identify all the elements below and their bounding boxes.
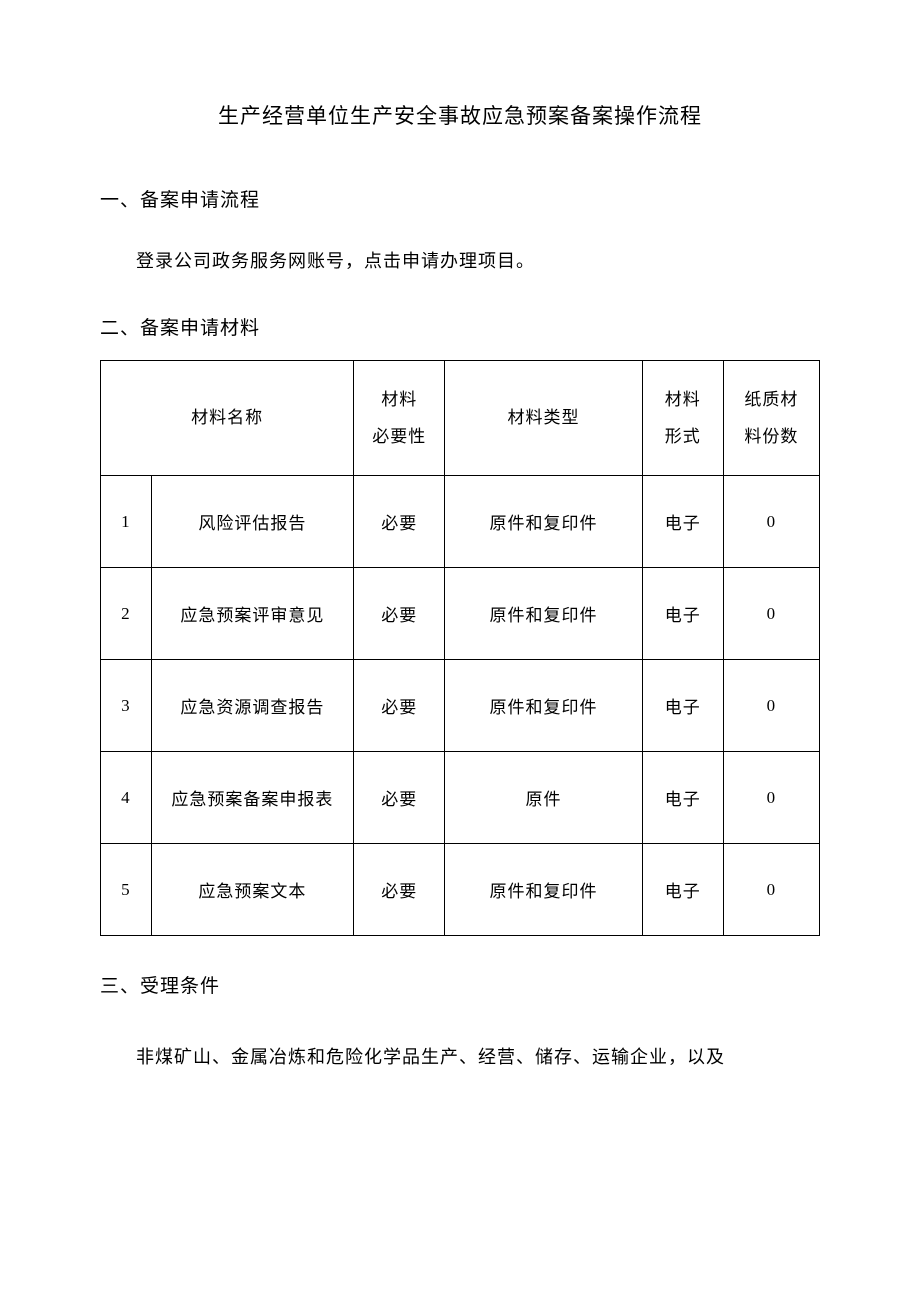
cell-need: 必要 [354, 568, 445, 660]
cell-need: 必要 [354, 844, 445, 936]
cell-count: 0 [723, 568, 819, 660]
cell-idx: 5 [101, 844, 152, 936]
section2-heading: 二、备案申请材料 [100, 313, 820, 340]
cell-name: 应急预案备案申报表 [151, 752, 354, 844]
section1-heading: 一、备案申请流程 [100, 185, 820, 212]
cell-type: 原件和复印件 [445, 476, 642, 568]
table-row: 4 应急预案备案申报表 必要 原件 电子 0 [101, 752, 820, 844]
cell-name: 应急预案文本 [151, 844, 354, 936]
col-header-name: 材料名称 [101, 361, 354, 476]
page-title: 生产经营单位生产安全事故应急预案备案操作流程 [100, 100, 820, 130]
cell-name: 风险评估报告 [151, 476, 354, 568]
cell-type: 原件 [445, 752, 642, 844]
cell-form: 电子 [642, 752, 723, 844]
cell-type: 原件和复印件 [445, 660, 642, 752]
table-row: 3 应急资源调查报告 必要 原件和复印件 电子 0 [101, 660, 820, 752]
cell-need: 必要 [354, 660, 445, 752]
cell-form: 电子 [642, 568, 723, 660]
col-header-count-l2: 料份数 [744, 427, 798, 446]
cell-count: 0 [723, 476, 819, 568]
cell-type: 原件和复印件 [445, 844, 642, 936]
cell-name: 应急资源调查报告 [151, 660, 354, 752]
cell-idx: 2 [101, 568, 152, 660]
cell-form: 电子 [642, 844, 723, 936]
col-header-need-l1: 材料 [381, 390, 417, 409]
col-header-need-l2: 必要性 [372, 427, 426, 446]
table-row: 1 风险评估报告 必要 原件和复印件 电子 0 [101, 476, 820, 568]
materials-table: 材料名称 材料必要性 材料类型 材料形式 纸质材料份数 1 风险评估报告 必要 … [100, 360, 820, 936]
section3-body: 非煤矿山、金属冶炼和危险化学品生产、经营、储存、运输企业，以及 [136, 1043, 820, 1069]
cell-name: 应急预案评审意见 [151, 568, 354, 660]
cell-need: 必要 [354, 476, 445, 568]
cell-idx: 3 [101, 660, 152, 752]
cell-form: 电子 [642, 476, 723, 568]
col-header-count-l1: 纸质材 [744, 390, 798, 409]
cell-count: 0 [723, 660, 819, 752]
cell-count: 0 [723, 752, 819, 844]
section3-heading: 三、受理条件 [100, 971, 820, 998]
cell-count: 0 [723, 844, 819, 936]
cell-idx: 1 [101, 476, 152, 568]
cell-type: 原件和复印件 [445, 568, 642, 660]
cell-form: 电子 [642, 660, 723, 752]
table-header-row: 材料名称 材料必要性 材料类型 材料形式 纸质材料份数 [101, 361, 820, 476]
col-header-count: 纸质材料份数 [723, 361, 819, 476]
table-row: 2 应急预案评审意见 必要 原件和复印件 电子 0 [101, 568, 820, 660]
col-header-form: 材料形式 [642, 361, 723, 476]
col-header-form-l1: 材料 [665, 390, 701, 409]
table-row: 5 应急预案文本 必要 原件和复印件 电子 0 [101, 844, 820, 936]
col-header-need: 材料必要性 [354, 361, 445, 476]
col-header-type: 材料类型 [445, 361, 642, 476]
col-header-form-l2: 形式 [665, 427, 701, 446]
cell-idx: 4 [101, 752, 152, 844]
cell-need: 必要 [354, 752, 445, 844]
section1-body: 登录公司政务服务网账号，点击申请办理项目。 [136, 247, 820, 273]
